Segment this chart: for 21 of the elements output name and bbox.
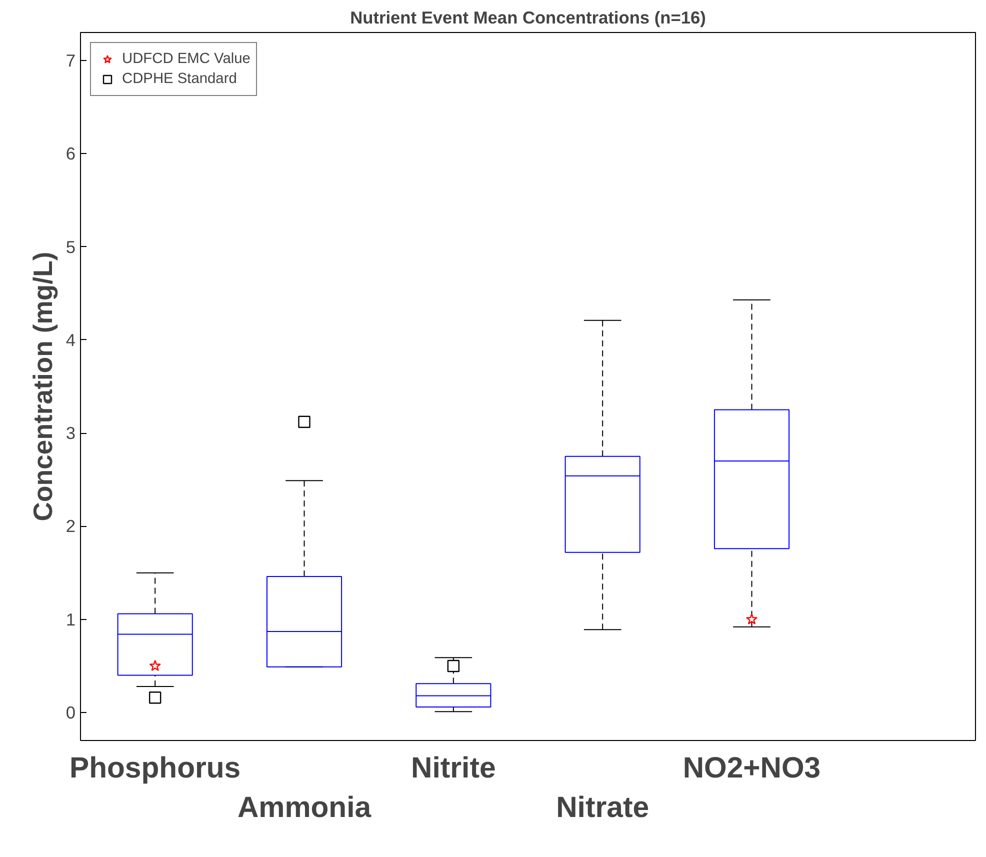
point <box>149 660 161 672</box>
legend-label: CDPHE Standard <box>122 71 237 87</box>
point <box>447 660 460 672</box>
y-tick-label: 0 <box>66 702 76 723</box>
y-tick-label: 1 <box>66 609 76 630</box>
x-tick-label: Ammonia <box>237 791 372 824</box>
y-tick-label: 7 <box>66 50 76 70</box>
x-tick-label: Phosphorus <box>70 752 241 784</box>
x-tick-label: NO2+NO3 <box>682 752 821 784</box>
x-tick-label: Nitrite <box>411 752 496 784</box>
x-tick-label: Nitrate <box>556 791 650 824</box>
y-tick-label: 2 <box>66 516 76 536</box>
chart-title: Nutrient Event Mean Concentrations (n=16) <box>350 8 706 28</box>
point <box>148 692 162 704</box>
point <box>298 416 310 428</box>
y-tick-label: 3 <box>66 423 76 444</box>
y-tick-label: 5 <box>66 236 76 257</box>
legend-label: UDFCD EMC Value <box>122 51 250 67</box>
y-tick-label: 4 <box>66 330 76 350</box>
y-tick-label: 6 <box>66 144 76 164</box>
y-axis-title: Concentration (mg/L) <box>28 252 58 522</box>
